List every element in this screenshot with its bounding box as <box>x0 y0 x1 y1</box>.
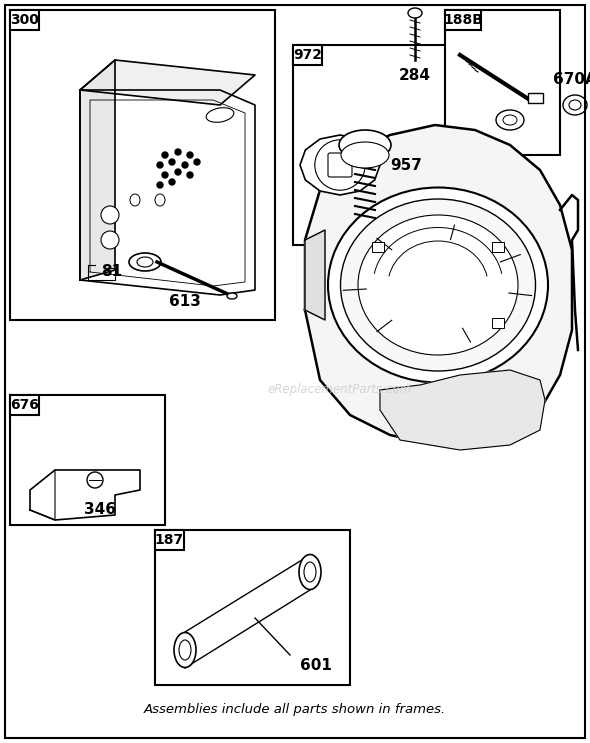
Text: eReplacementParts.com: eReplacementParts.com <box>268 383 412 397</box>
Polygon shape <box>80 60 115 280</box>
Text: 188B: 188B <box>443 13 483 27</box>
Ellipse shape <box>227 293 237 299</box>
Bar <box>10 10 275 320</box>
Circle shape <box>187 172 193 178</box>
Circle shape <box>194 159 200 165</box>
Polygon shape <box>305 125 572 445</box>
Polygon shape <box>80 90 255 295</box>
Bar <box>372 241 384 252</box>
Circle shape <box>169 159 175 165</box>
Ellipse shape <box>155 194 165 206</box>
Text: 957: 957 <box>390 158 422 172</box>
Ellipse shape <box>358 215 518 355</box>
Text: 670A: 670A <box>553 73 590 88</box>
Polygon shape <box>300 135 380 195</box>
Circle shape <box>162 172 168 178</box>
Circle shape <box>157 182 163 188</box>
FancyBboxPatch shape <box>328 153 352 177</box>
Text: 346: 346 <box>84 502 116 517</box>
Circle shape <box>162 152 168 158</box>
Bar <box>155 530 184 550</box>
Ellipse shape <box>496 110 524 130</box>
Circle shape <box>157 162 163 168</box>
Ellipse shape <box>299 554 321 589</box>
Circle shape <box>175 169 181 175</box>
Bar <box>293 45 322 65</box>
Ellipse shape <box>339 130 391 160</box>
Polygon shape <box>380 370 545 450</box>
Bar <box>445 10 481 30</box>
Ellipse shape <box>206 108 234 123</box>
Ellipse shape <box>174 632 196 667</box>
Bar <box>10 395 165 525</box>
Polygon shape <box>80 60 255 105</box>
Bar <box>10 395 39 415</box>
Text: 613: 613 <box>169 294 201 310</box>
Ellipse shape <box>129 253 161 271</box>
Text: 972: 972 <box>293 48 322 62</box>
Bar <box>528 93 543 103</box>
Ellipse shape <box>341 142 389 168</box>
Text: 284: 284 <box>399 68 431 83</box>
Circle shape <box>101 231 119 249</box>
Text: 300: 300 <box>10 13 39 27</box>
Text: Assemblies include all parts shown in frames.: Assemblies include all parts shown in fr… <box>144 704 446 716</box>
Text: 601: 601 <box>300 658 332 672</box>
Circle shape <box>169 179 175 185</box>
Ellipse shape <box>340 199 536 371</box>
Ellipse shape <box>563 95 587 115</box>
Bar <box>293 45 451 245</box>
Circle shape <box>182 162 188 168</box>
Text: 81: 81 <box>101 265 123 279</box>
Ellipse shape <box>137 257 153 267</box>
Circle shape <box>175 149 181 155</box>
Ellipse shape <box>569 100 581 110</box>
Bar <box>492 241 504 252</box>
Ellipse shape <box>503 115 517 125</box>
Ellipse shape <box>328 187 548 383</box>
Ellipse shape <box>130 194 140 206</box>
Text: 676: 676 <box>10 398 39 412</box>
Text: 187: 187 <box>155 533 184 547</box>
Ellipse shape <box>304 562 316 582</box>
Polygon shape <box>30 470 140 520</box>
Polygon shape <box>305 230 325 320</box>
Circle shape <box>315 140 365 190</box>
Bar <box>155 530 350 685</box>
Bar <box>492 319 504 328</box>
Ellipse shape <box>179 640 191 660</box>
Circle shape <box>101 206 119 224</box>
Circle shape <box>87 472 103 488</box>
Bar <box>445 10 560 155</box>
Circle shape <box>187 152 193 158</box>
Bar <box>10 10 39 30</box>
Ellipse shape <box>408 8 422 18</box>
